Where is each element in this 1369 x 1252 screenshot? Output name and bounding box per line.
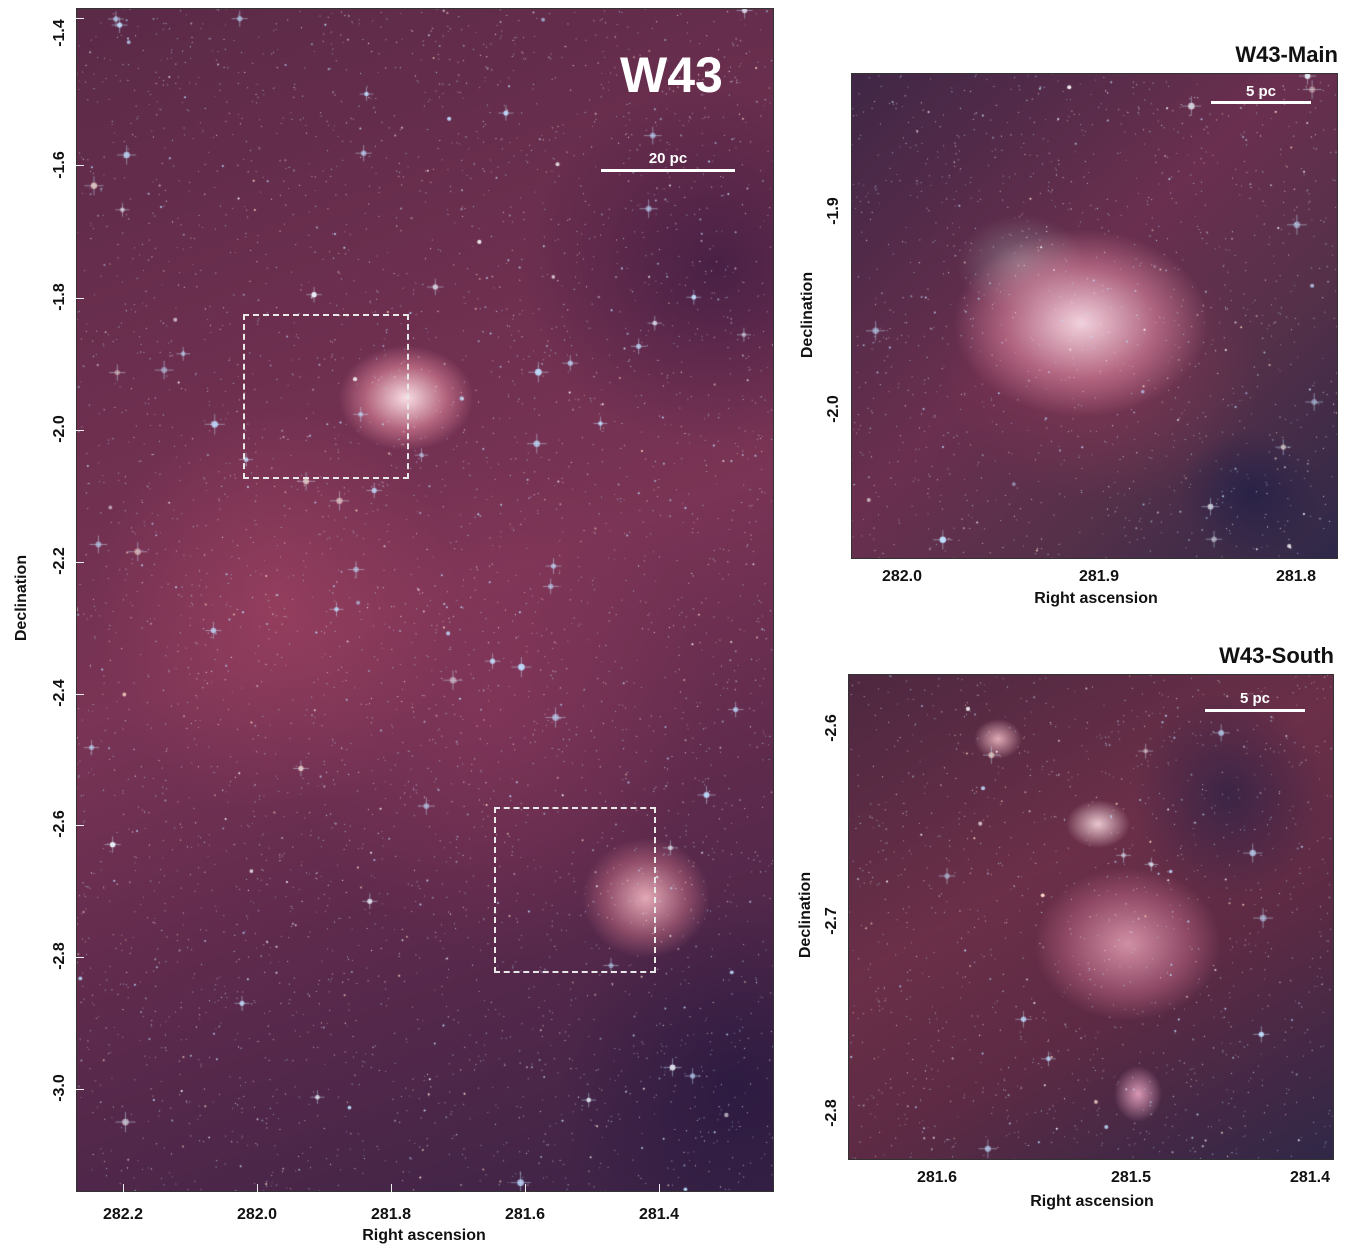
y-tick: [76, 957, 84, 958]
y-axis-title: Declination: [797, 865, 815, 965]
y-tick-label: -2.0: [51, 407, 69, 451]
y-tick-label: -3.0: [51, 1066, 69, 1110]
w43-main-title: W43-Main: [1140, 42, 1338, 68]
w43-main-region-box: [243, 314, 409, 479]
scalebar-label: 5 pc: [1211, 83, 1311, 100]
x-tick: [123, 1184, 124, 1192]
y-tick: [76, 165, 84, 166]
y-tick: [76, 1089, 84, 1090]
w43-south-zoom-image: 5 pc: [848, 674, 1334, 1160]
y-tick-label: -2.8: [823, 1091, 841, 1135]
y-tick: [76, 18, 84, 19]
y-tick-label: -2.8: [51, 934, 69, 978]
w43-label: W43: [620, 46, 723, 104]
w43-main-image: W43 20 pc: [76, 8, 774, 1192]
w43-south-region-box: [494, 807, 656, 973]
x-tick: [257, 1184, 258, 1192]
y-tick-label: -1.6: [51, 143, 69, 187]
y-tick-label: -1.8: [51, 275, 69, 319]
y-tick: [76, 430, 84, 431]
y-tick: [76, 562, 84, 563]
star-field: [848, 674, 1334, 1160]
star-field: [851, 73, 1338, 559]
x-tick-label: 281.6: [912, 1169, 962, 1187]
w43-south-title: W43-South: [1130, 643, 1334, 669]
y-tick: [76, 825, 84, 826]
y-tick-label: -2.6: [51, 802, 69, 846]
x-tick-label: 281.4: [1285, 1169, 1335, 1187]
y-tick-label: -2.2: [51, 539, 69, 583]
x-tick-label: 281.9: [1074, 568, 1124, 586]
w43-main-zoom-image: 5 pc: [851, 73, 1338, 559]
scalebar: [601, 169, 735, 172]
x-tick-label: 281.8: [366, 1206, 416, 1224]
x-axis-title: Right ascension: [992, 1193, 1192, 1211]
x-tick-label: 281.4: [634, 1206, 684, 1224]
y-axis-title: Declination: [13, 548, 31, 648]
scalebar: [1211, 101, 1311, 104]
y-tick-label: -2.7: [823, 899, 841, 943]
y-tick-label: -2.6: [823, 706, 841, 750]
y-tick: [76, 298, 84, 299]
x-tick-label: 282.0: [232, 1206, 282, 1224]
x-tick: [659, 1184, 660, 1192]
star-field: [76, 8, 774, 1192]
x-axis-title: Right ascension: [324, 1227, 524, 1245]
x-tick-label: 282.0: [877, 568, 927, 586]
scalebar-label: 20 pc: [601, 150, 735, 167]
x-tick-label: 281.8: [1271, 568, 1321, 586]
y-axis-title: Declination: [799, 265, 817, 365]
x-axis-title: Right ascension: [996, 590, 1196, 608]
y-tick-label: -1.4: [51, 11, 69, 55]
x-tick-label: 281.5: [1106, 1169, 1156, 1187]
scalebar: [1205, 709, 1305, 712]
x-tick: [525, 1184, 526, 1192]
scalebar-label: 5 pc: [1205, 690, 1305, 707]
x-tick: [391, 1184, 392, 1192]
y-tick-label: -1.9: [825, 189, 843, 233]
x-tick-label: 282.2: [98, 1206, 148, 1224]
y-tick: [76, 694, 84, 695]
x-tick-label: 281.6: [500, 1206, 550, 1224]
y-tick-label: -2.0: [825, 387, 843, 431]
y-tick-label: -2.4: [51, 671, 69, 715]
